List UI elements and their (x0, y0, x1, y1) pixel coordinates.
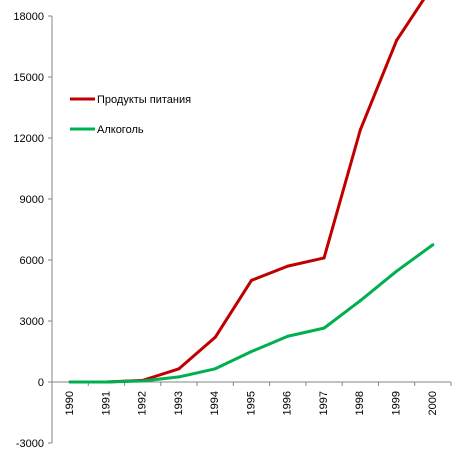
data-point (322, 326, 326, 330)
data-point (395, 269, 399, 273)
legend-item-food: Продукты питания (70, 94, 191, 106)
y-tick-label: -3000 (16, 438, 44, 450)
data-point (322, 256, 326, 260)
data-point (286, 334, 290, 338)
y-tick-group: 18000 15000 12000 9000 6000 3000 0 -3000 (13, 11, 52, 450)
x-tick-group: 1990 1991 1992 1993 1994 1995 1996 1997 1998 1999… (51, 382, 452, 415)
data-point (104, 380, 108, 384)
x-tick-label: 1995 (245, 391, 257, 415)
data-point (250, 350, 253, 353)
x-tick-label: 1994 (209, 391, 221, 415)
data-point (358, 299, 362, 303)
x-tick-label: 1991 (100, 391, 112, 415)
y-tick-label: 12000 (13, 133, 44, 145)
y-tick-label: 0 (38, 377, 44, 389)
data-point (286, 264, 290, 268)
y-axis: 18000 15000 12000 9000 6000 3000 0 -3000 (13, 11, 53, 450)
y-tick-label: 15000 (13, 72, 44, 84)
data-point (250, 278, 253, 282)
series-line-food (70, 0, 426, 384)
legend: Продукты питания Алкоголь (70, 94, 191, 136)
x-tick-label: 1993 (173, 391, 185, 415)
data-point (177, 375, 181, 379)
legend-label-food: Продукты питания (97, 94, 191, 106)
x-tick-label: 1990 (64, 391, 76, 415)
data-point (358, 128, 362, 132)
y-tick-label: 6000 (20, 255, 44, 267)
data-point (213, 367, 217, 371)
series-group (68, 0, 435, 384)
x-axis: 1990 1991 1992 1993 1994 1995 1996 1997 1998 1999… (51, 381, 452, 415)
series-line-alcohol (70, 243, 434, 384)
x-tick-label: 1998 (354, 391, 366, 415)
legend-label-alcohol: Алкоголь (97, 124, 144, 136)
x-tick-label: 1997 (318, 391, 330, 415)
x-tick-label: 2000 (427, 391, 439, 415)
legend-item-alcohol: Алкоголь (70, 124, 144, 136)
data-point (141, 379, 145, 383)
data-point (68, 380, 72, 384)
y-tick-label: 3000 (20, 316, 44, 328)
data-point (431, 243, 435, 247)
x-tick-label: 1996 (282, 391, 294, 415)
data-point (395, 38, 399, 42)
x-tick-label: 1992 (137, 391, 149, 415)
y-tick-label: 9000 (20, 194, 44, 206)
x-tick-label: 1999 (390, 391, 402, 415)
data-point (177, 367, 181, 371)
y-tick-label: 18000 (13, 11, 44, 23)
data-point (213, 335, 217, 339)
